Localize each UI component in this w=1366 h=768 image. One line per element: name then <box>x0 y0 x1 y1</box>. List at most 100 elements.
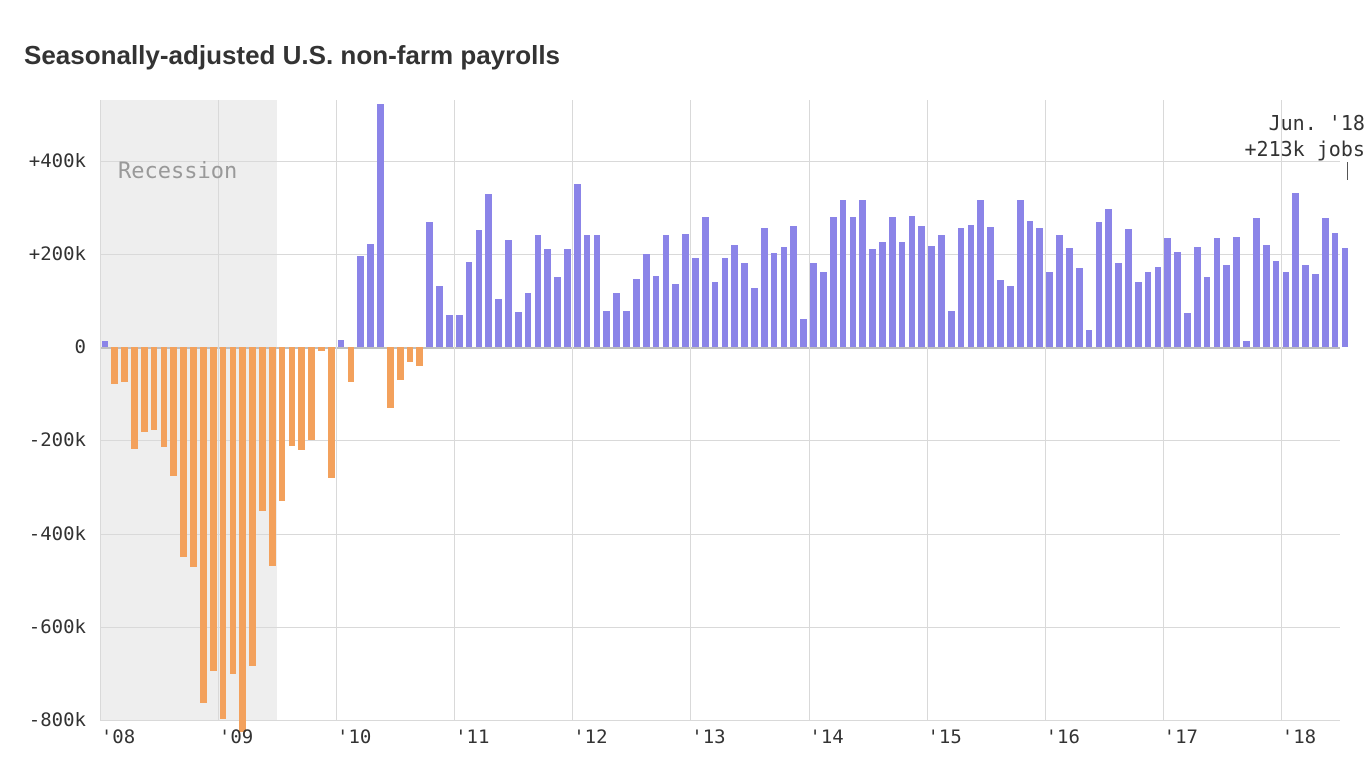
bar <box>820 272 827 348</box>
bar <box>1204 277 1211 347</box>
bar <box>456 315 463 347</box>
bar <box>859 200 866 347</box>
bar <box>259 347 266 511</box>
bar <box>298 347 305 450</box>
bar <box>200 347 207 703</box>
bar <box>220 347 227 719</box>
bar <box>977 200 984 347</box>
bar <box>781 247 788 347</box>
bar <box>1164 238 1171 347</box>
bar <box>987 227 994 347</box>
bar <box>190 347 197 567</box>
gridline-h <box>100 627 1340 628</box>
x-tick-label: '11 <box>455 726 489 748</box>
bar <box>938 235 945 347</box>
bar <box>397 347 404 380</box>
bar <box>338 340 345 347</box>
gridline-v <box>1045 100 1046 720</box>
bar <box>1253 218 1260 347</box>
bar <box>1322 218 1329 347</box>
x-tick-label: '17 <box>1164 726 1198 748</box>
bar <box>1086 330 1093 347</box>
bar <box>672 284 679 347</box>
bar <box>958 228 965 347</box>
x-tick-label: '15 <box>927 726 961 748</box>
bar <box>308 347 315 440</box>
bar <box>249 347 256 666</box>
bar <box>584 235 591 347</box>
bar <box>564 249 571 347</box>
bar <box>751 288 758 347</box>
bar <box>1017 200 1024 347</box>
gridline-h <box>100 161 1340 162</box>
bar <box>702 217 709 348</box>
bar <box>121 347 128 381</box>
bar <box>170 347 177 476</box>
gridline-v <box>927 100 928 720</box>
bar <box>525 293 532 347</box>
bar <box>544 249 551 347</box>
bar <box>643 254 650 347</box>
gridline-v <box>1281 100 1282 720</box>
bar <box>790 226 797 347</box>
bar <box>535 235 542 347</box>
y-tick-label: -800k <box>0 709 86 731</box>
bar <box>869 249 876 347</box>
bar <box>1243 341 1250 348</box>
bar <box>1066 248 1073 347</box>
bar <box>318 347 325 351</box>
bar <box>594 235 601 347</box>
x-tick-label: '09 <box>219 726 253 748</box>
bar <box>918 226 925 347</box>
bar <box>1155 267 1162 347</box>
bar <box>102 341 109 348</box>
bar <box>1292 193 1299 347</box>
bar <box>1076 268 1083 347</box>
last-point-callout: Jun. '18 +213k jobs <box>1244 110 1364 162</box>
gridline-v <box>100 100 101 720</box>
bar <box>613 293 620 347</box>
bar <box>810 263 817 347</box>
bar <box>1214 238 1221 347</box>
bar <box>1125 229 1132 347</box>
y-tick-label: -600k <box>0 616 86 638</box>
bar <box>377 104 384 347</box>
x-tick-label: '16 <box>1046 726 1080 748</box>
bar <box>968 225 975 347</box>
bar <box>230 347 237 674</box>
bar <box>948 311 955 347</box>
bar <box>436 286 443 348</box>
bar <box>1145 272 1152 347</box>
bar <box>653 276 660 347</box>
bar <box>663 235 670 347</box>
gridline-v <box>809 100 810 720</box>
bar <box>466 262 473 347</box>
bar <box>515 312 522 347</box>
x-tick-label: '13 <box>691 726 725 748</box>
bar <box>1007 286 1014 348</box>
bar <box>771 253 778 347</box>
bar <box>269 347 276 566</box>
bar <box>210 347 217 671</box>
gridline-v <box>454 100 455 720</box>
gridline-h <box>100 534 1340 535</box>
gridline-h <box>100 720 1340 721</box>
bar <box>1233 237 1240 347</box>
bar <box>505 240 512 347</box>
gridline-h <box>100 347 1340 349</box>
y-tick-label: +200k <box>0 243 86 265</box>
bar <box>574 184 581 347</box>
bar <box>1056 235 1063 347</box>
bar <box>289 347 296 446</box>
bar <box>830 217 837 348</box>
bar <box>1135 282 1142 347</box>
bar <box>131 347 138 449</box>
bar <box>928 246 935 347</box>
bar <box>476 230 483 347</box>
bar <box>682 234 689 347</box>
bar <box>840 200 847 347</box>
gridline-v <box>336 100 337 720</box>
bar <box>407 347 414 362</box>
bar <box>889 217 896 348</box>
bar <box>357 256 364 347</box>
